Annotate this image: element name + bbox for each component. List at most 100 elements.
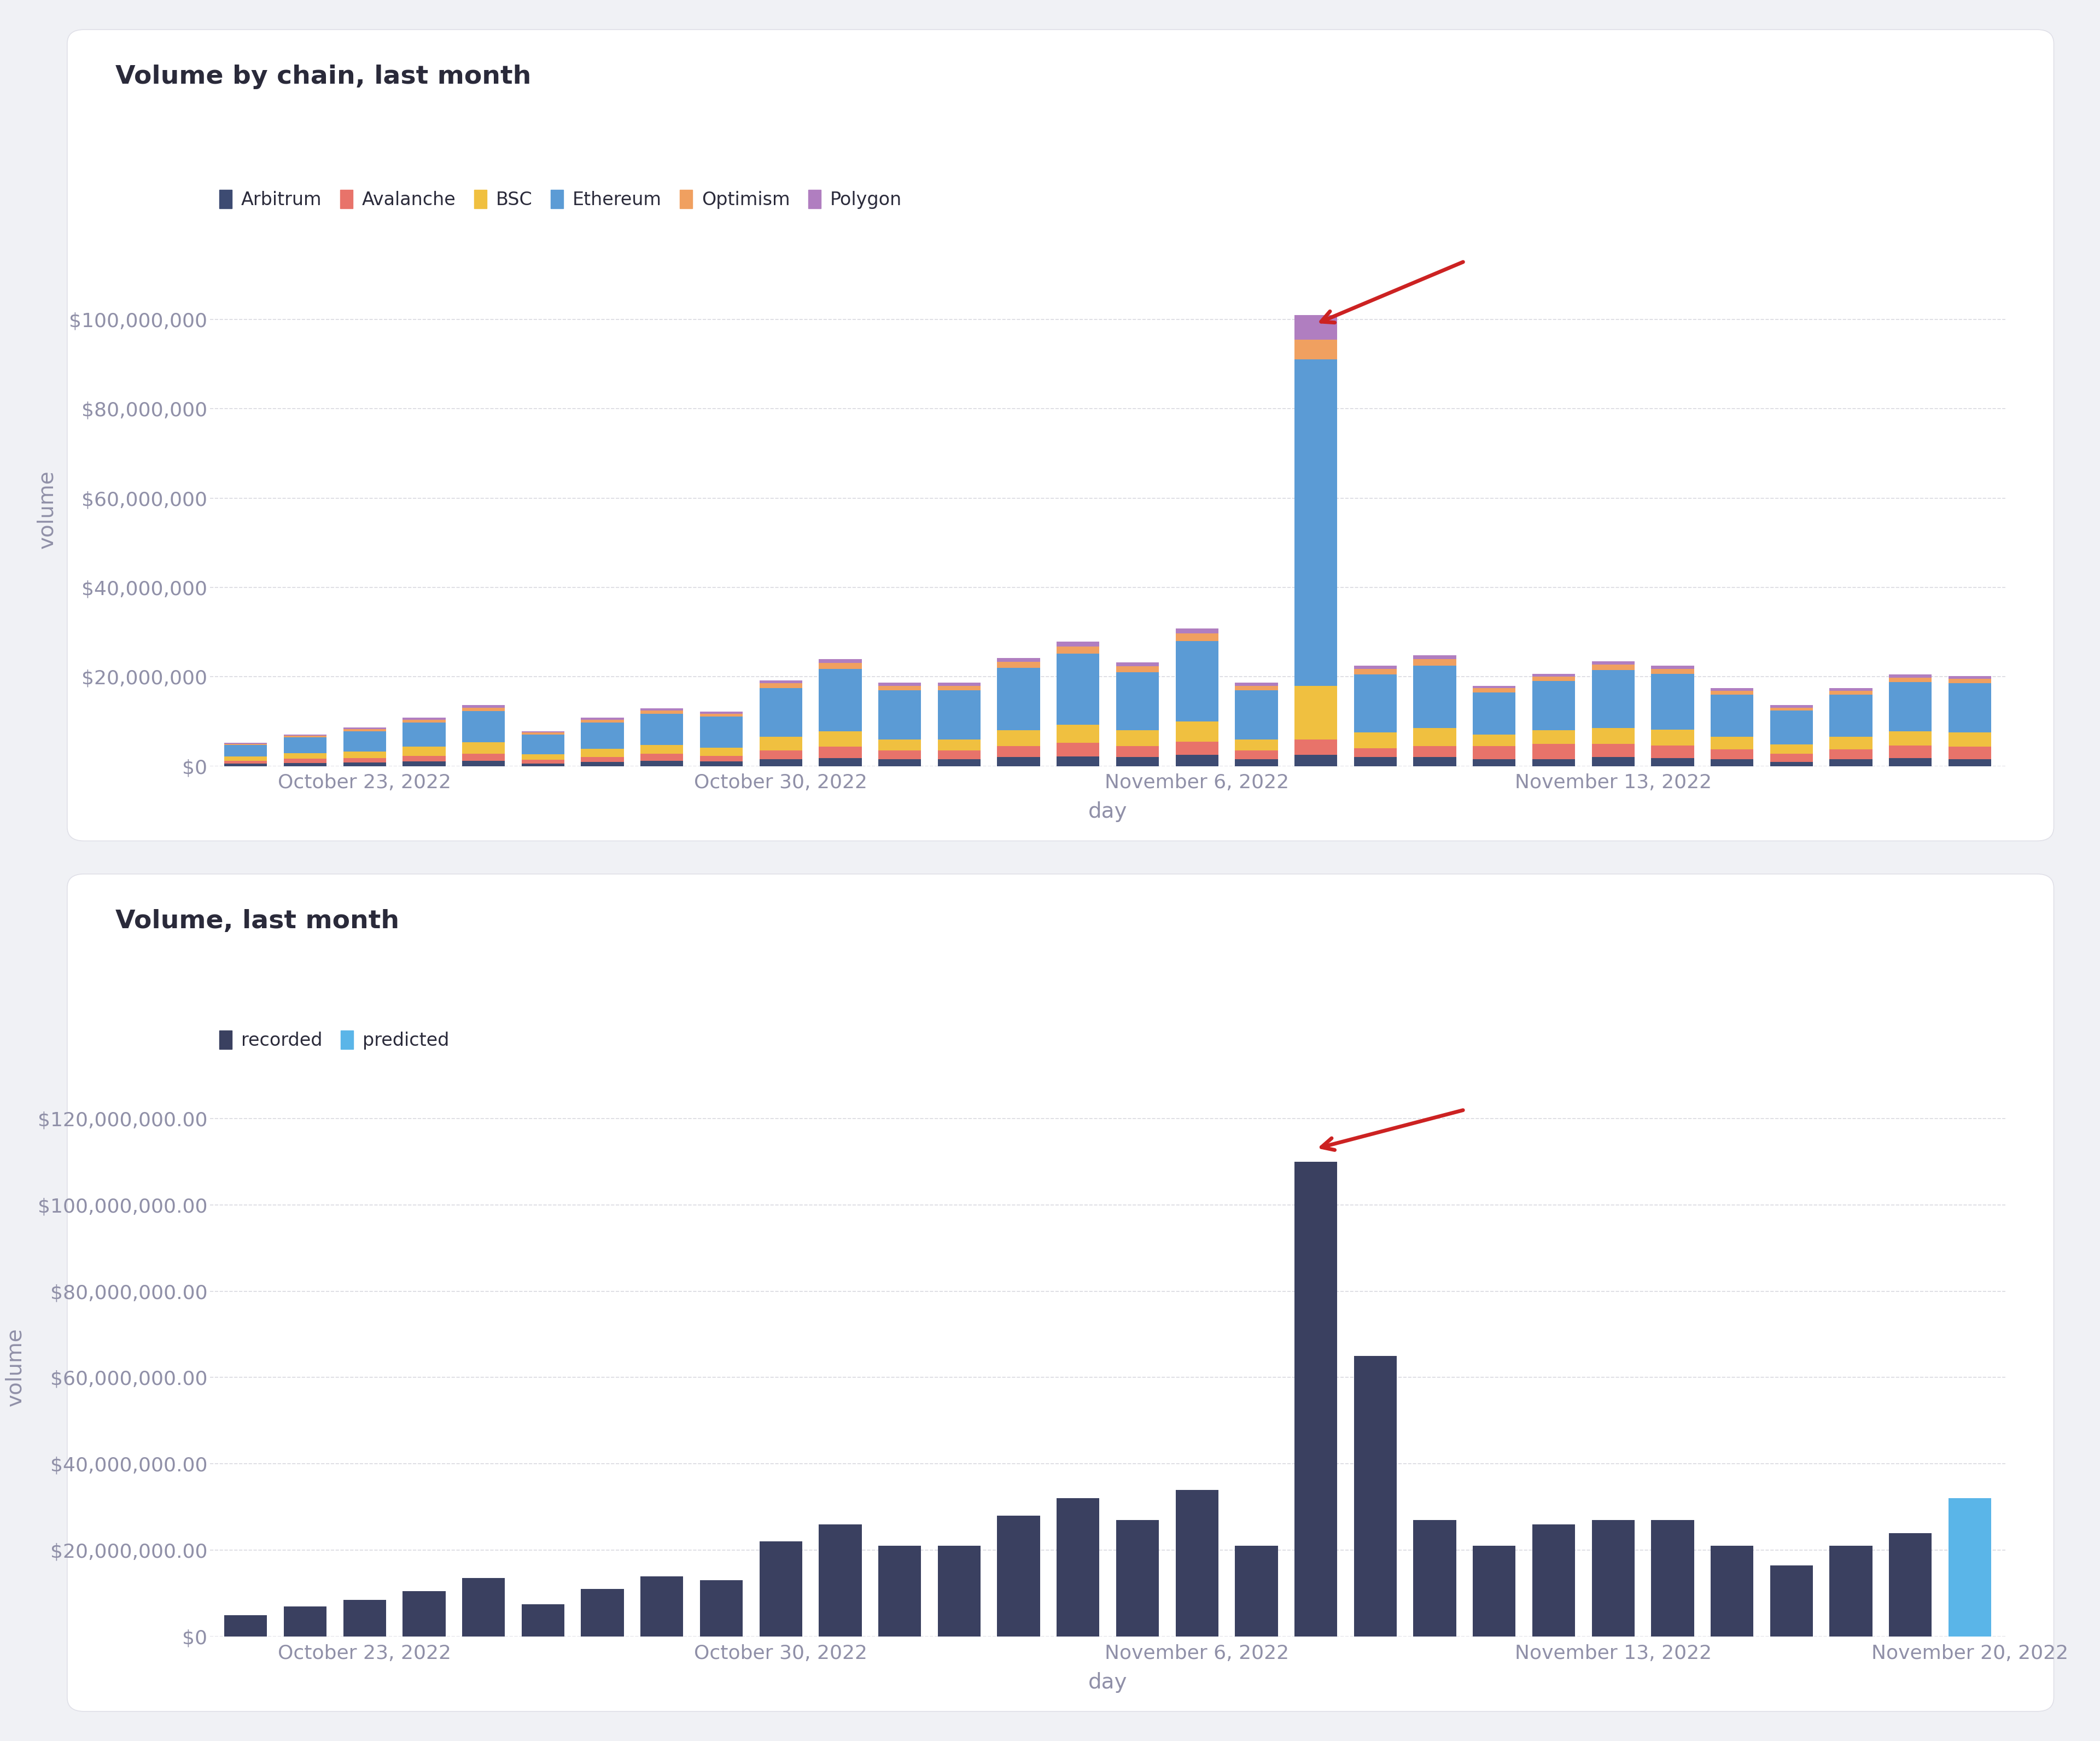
Bar (342, 757, 386, 763)
Bar (1115, 757, 1159, 766)
Bar (582, 717, 624, 719)
Bar (1056, 743, 1100, 756)
Y-axis label: volume: volume (36, 470, 57, 548)
Bar (1115, 745, 1159, 757)
Bar (939, 682, 981, 686)
Bar (760, 681, 802, 684)
Text: Volume, last month: Volume, last month (116, 909, 399, 933)
Bar (521, 1603, 565, 1637)
Bar (1949, 684, 1991, 733)
Bar (760, 684, 802, 688)
Bar (1949, 1499, 1991, 1637)
Bar (998, 658, 1040, 662)
Bar (342, 752, 386, 757)
Bar (1712, 688, 1754, 691)
Bar (819, 669, 861, 731)
Bar (1176, 641, 1218, 721)
Bar (1533, 677, 1575, 681)
Bar (521, 735, 565, 754)
Bar (1651, 745, 1695, 757)
Bar (998, 757, 1040, 766)
Bar (1176, 721, 1218, 742)
Bar (1890, 674, 1932, 677)
Bar (1651, 665, 1695, 669)
Bar (1115, 672, 1159, 729)
Bar (1949, 733, 1991, 747)
Bar (1651, 669, 1695, 674)
Bar (878, 740, 922, 750)
Bar (939, 689, 981, 740)
Bar (225, 761, 267, 764)
Bar (462, 710, 504, 742)
Bar (878, 689, 922, 740)
Bar (1413, 1520, 1455, 1637)
Bar (1533, 1525, 1575, 1637)
Bar (1770, 710, 1812, 743)
Bar (1712, 1546, 1754, 1637)
Bar (284, 738, 326, 754)
Bar (1235, 1546, 1277, 1637)
Bar (939, 759, 981, 766)
Bar (582, 757, 624, 763)
Bar (1176, 1490, 1218, 1637)
Bar (998, 669, 1040, 729)
Bar (403, 761, 445, 766)
Bar (1294, 740, 1338, 756)
Bar (1294, 1161, 1338, 1637)
Bar (1472, 688, 1516, 693)
Bar (1592, 728, 1634, 743)
Bar (1235, 689, 1277, 740)
Bar (1651, 674, 1695, 729)
Bar (1829, 695, 1873, 736)
Bar (760, 736, 802, 750)
Bar (521, 733, 565, 735)
Bar (1651, 757, 1695, 766)
Bar (1176, 629, 1218, 634)
Bar (998, 1516, 1040, 1637)
Bar (1354, 1356, 1397, 1637)
Bar (1770, 1565, 1812, 1637)
Bar (1056, 1499, 1100, 1637)
Bar (699, 712, 743, 714)
Bar (819, 731, 861, 747)
Bar (699, 747, 743, 756)
Bar (640, 1576, 682, 1637)
Bar (225, 745, 267, 756)
Bar (1829, 736, 1873, 750)
Bar (582, 1590, 624, 1637)
Bar (819, 1525, 861, 1637)
Bar (819, 747, 861, 757)
Bar (699, 1581, 743, 1637)
Bar (1115, 667, 1159, 672)
Bar (760, 750, 802, 759)
Bar (640, 761, 682, 766)
Bar (878, 1546, 922, 1637)
Bar (582, 719, 624, 723)
Bar (640, 754, 682, 761)
Bar (1354, 733, 1397, 749)
Bar (1056, 724, 1100, 743)
Bar (1354, 669, 1397, 674)
Bar (582, 763, 624, 766)
Bar (1770, 763, 1812, 766)
Bar (1176, 756, 1218, 766)
Bar (284, 763, 326, 766)
Bar (1235, 759, 1277, 766)
Bar (1829, 750, 1873, 759)
Bar (760, 1541, 802, 1637)
Bar (1056, 641, 1100, 646)
Bar (819, 658, 861, 663)
X-axis label: day: day (1088, 801, 1128, 822)
Bar (342, 729, 386, 731)
Bar (582, 749, 624, 757)
Bar (1712, 691, 1754, 695)
Bar (819, 663, 861, 669)
Bar (1533, 729, 1575, 743)
Bar (1056, 646, 1100, 653)
Y-axis label: volume: volume (4, 1327, 25, 1407)
Bar (1056, 756, 1100, 766)
Bar (1651, 729, 1695, 745)
Bar (462, 1579, 504, 1637)
Bar (699, 756, 743, 761)
Bar (878, 686, 922, 689)
